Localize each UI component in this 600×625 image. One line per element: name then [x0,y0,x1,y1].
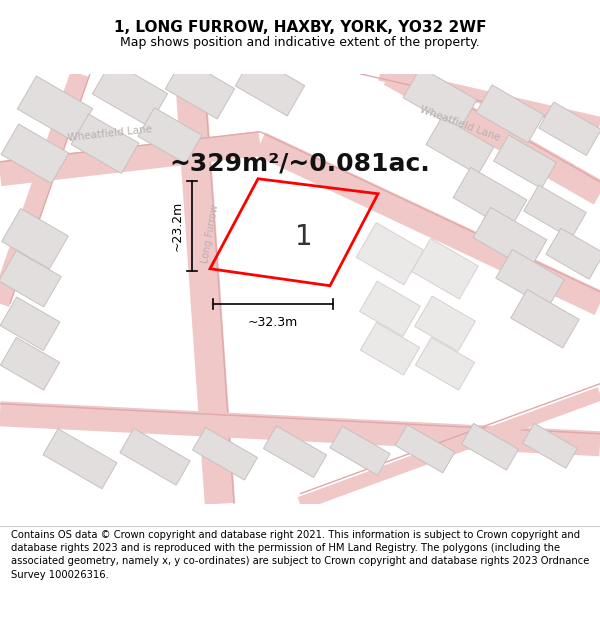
Polygon shape [524,185,586,239]
Polygon shape [0,297,60,351]
Text: 1, LONG FURROW, HAXBY, YORK, YO32 2WF: 1, LONG FURROW, HAXBY, YORK, YO32 2WF [114,20,486,35]
Polygon shape [0,251,61,307]
Polygon shape [2,209,68,269]
Polygon shape [17,76,92,141]
Polygon shape [415,296,475,351]
Polygon shape [511,289,579,348]
Polygon shape [165,59,235,119]
Text: ~329m²/~0.081ac.: ~329m²/~0.081ac. [170,152,430,176]
Polygon shape [494,135,556,189]
Polygon shape [453,168,527,230]
Polygon shape [1,338,59,390]
Polygon shape [476,85,544,142]
Polygon shape [415,338,475,390]
Polygon shape [403,68,477,130]
Text: ~32.3m: ~32.3m [248,316,298,329]
Polygon shape [461,423,518,470]
Polygon shape [523,423,577,468]
Polygon shape [539,102,600,156]
Polygon shape [120,428,190,485]
Text: Map shows position and indicative extent of the property.: Map shows position and indicative extent… [120,36,480,49]
Text: ~23.2m: ~23.2m [171,201,184,251]
Polygon shape [193,428,257,480]
Polygon shape [138,107,202,164]
Polygon shape [496,249,564,308]
Polygon shape [359,281,421,336]
Text: Wheatfield Lane: Wheatfield Lane [67,124,153,143]
Polygon shape [71,114,139,173]
Polygon shape [426,117,494,174]
Text: 1: 1 [295,222,313,251]
Text: Long Furrow: Long Furrow [200,204,220,264]
Polygon shape [263,426,326,478]
Polygon shape [330,426,390,476]
Polygon shape [395,424,455,473]
Text: Contains OS data © Crown copyright and database right 2021. This information is : Contains OS data © Crown copyright and d… [11,530,589,579]
Polygon shape [92,61,167,126]
Polygon shape [235,56,305,116]
Polygon shape [1,124,69,183]
Polygon shape [361,322,419,375]
Polygon shape [43,429,117,489]
Polygon shape [473,208,547,270]
Polygon shape [356,222,424,285]
Polygon shape [546,228,600,279]
Polygon shape [412,239,478,299]
Text: Wheatfield Lane: Wheatfield Lane [418,104,502,143]
